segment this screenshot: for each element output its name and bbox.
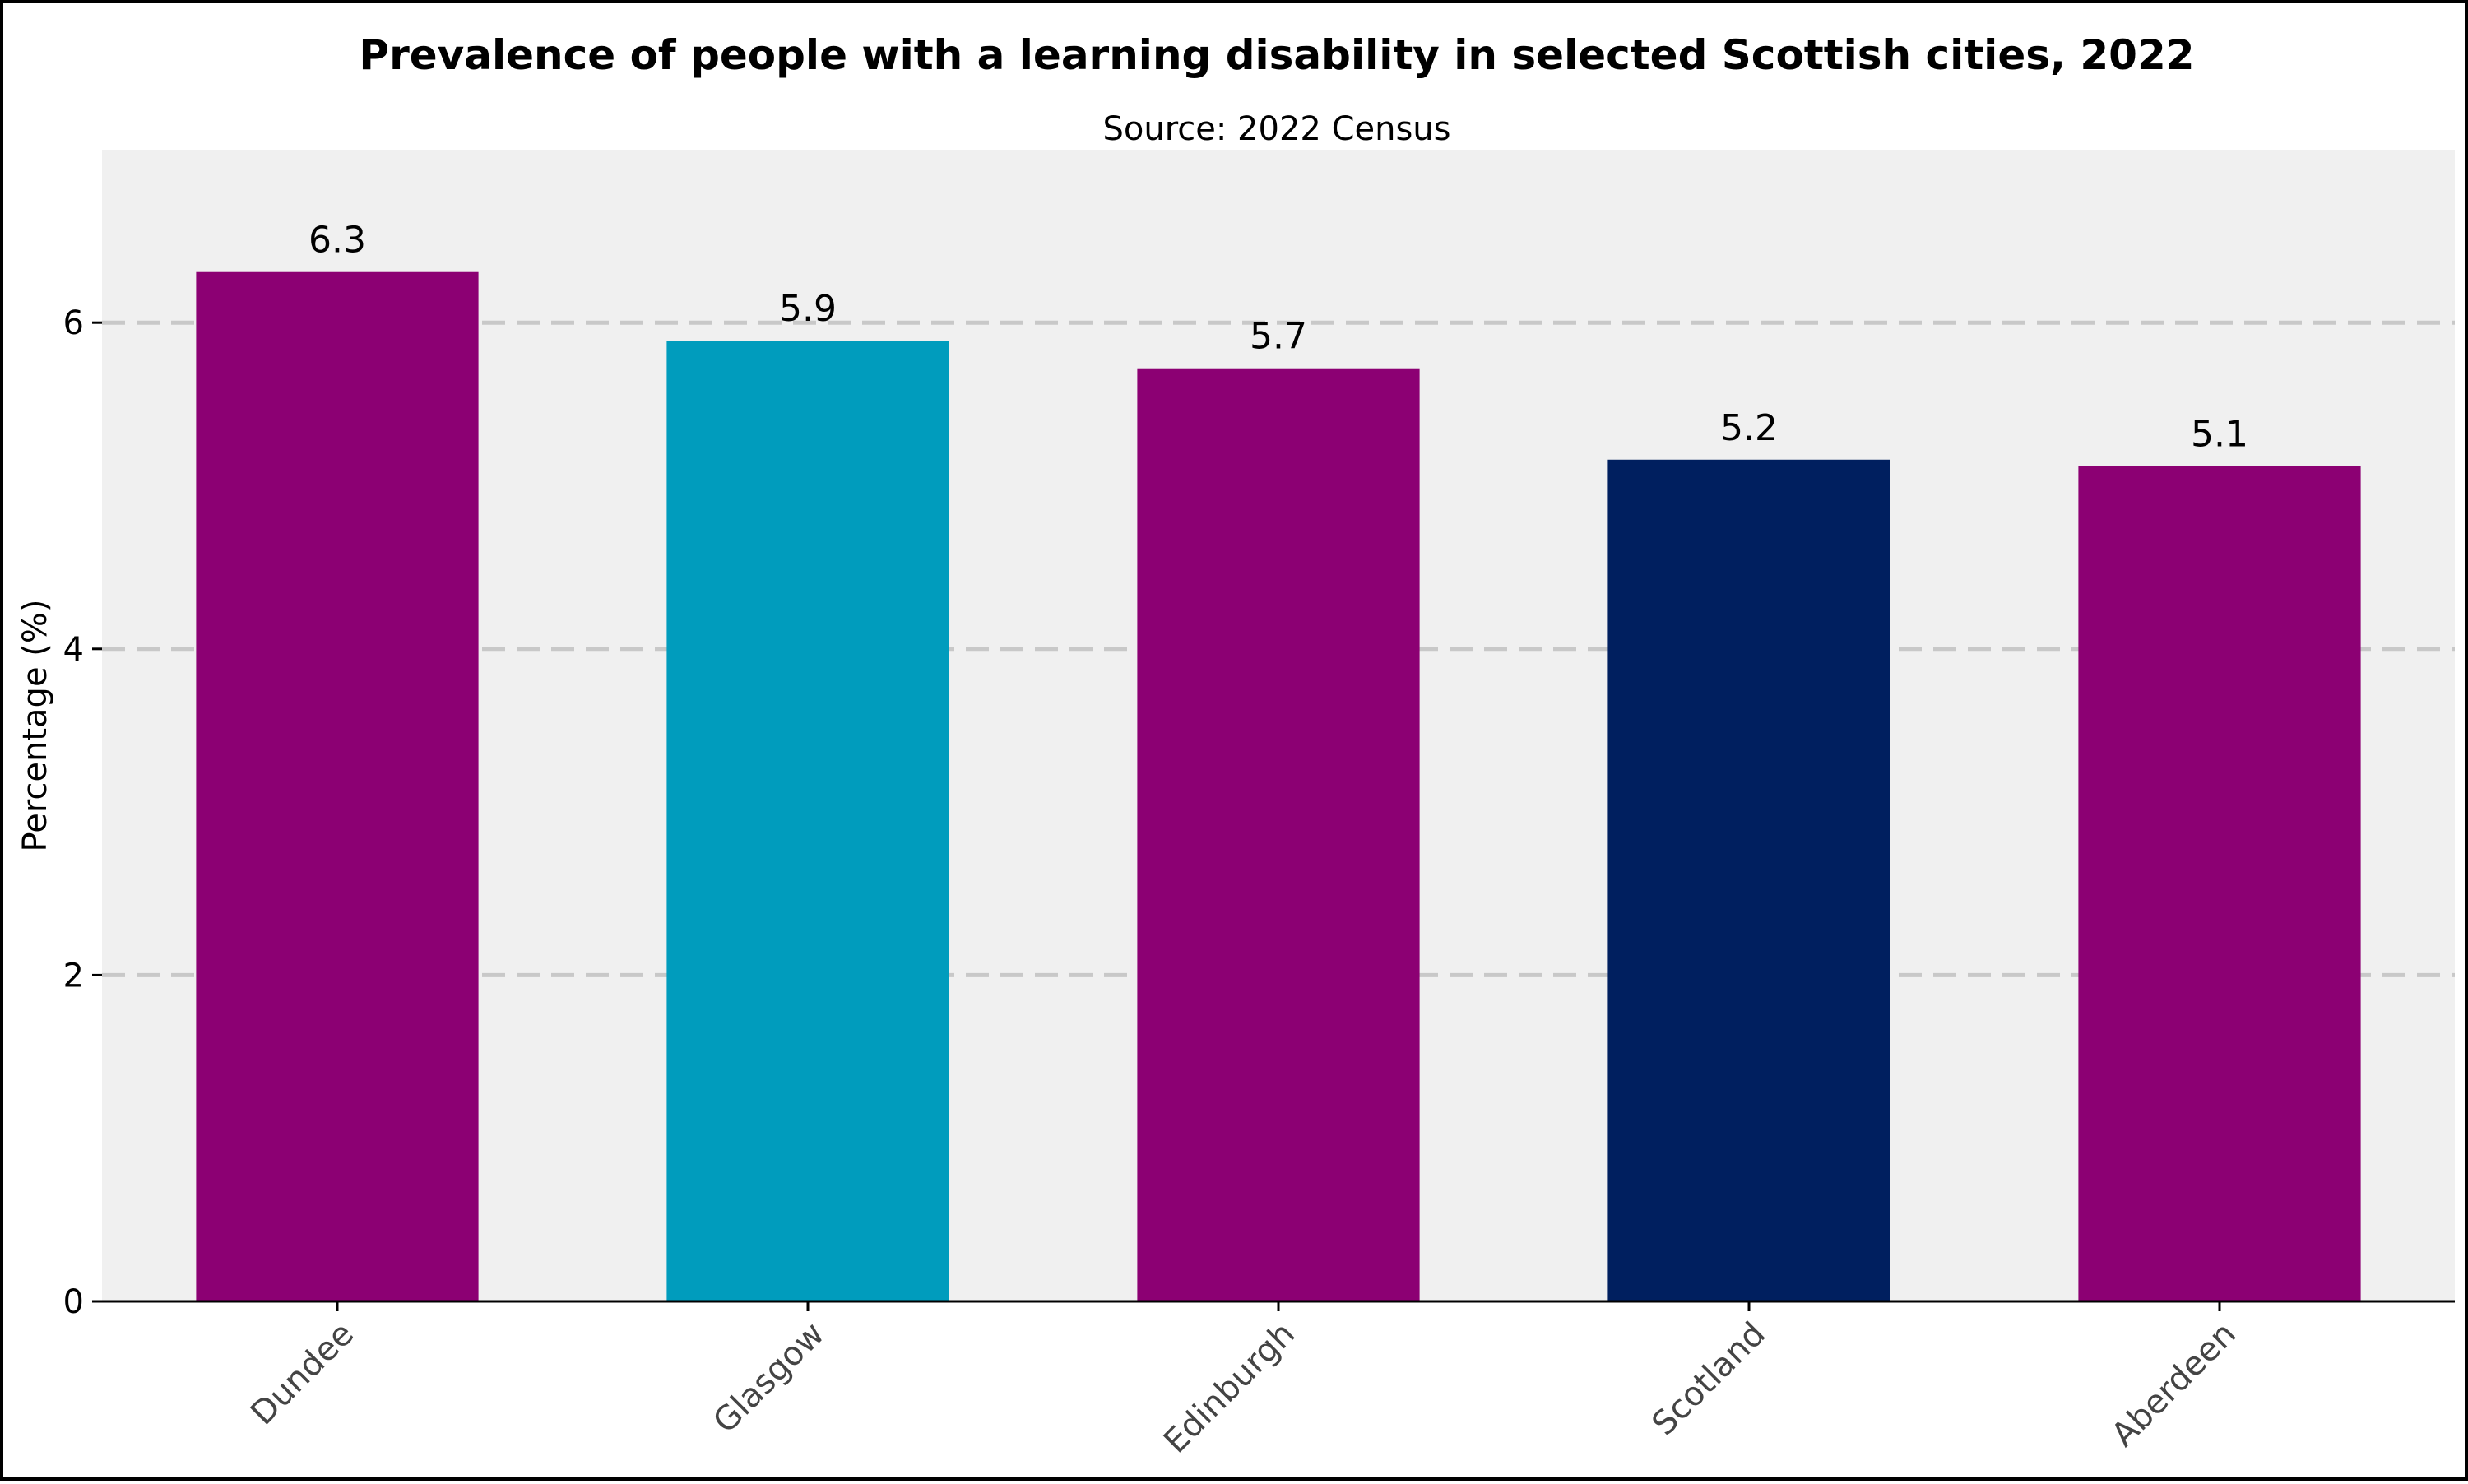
y-tick-label: 2 [63,957,84,995]
data-label-edinburgh: 5.7 [1250,316,1307,358]
x-tick-label: Dundee [244,1315,361,1433]
data-label-scotland: 5.2 [1720,407,1778,449]
y-axis-ticks: 0 2 4 6 [63,304,102,1321]
data-label-aberdeen: 5.1 [2191,414,2248,456]
bar-edinburgh [1137,368,1420,1301]
bar-scotland [1607,459,1890,1301]
data-label-dundee: 6.3 [308,220,366,262]
x-tick-label: Scotland [1645,1315,1773,1443]
y-axis-label: Percentage (%) [16,600,54,852]
x-tick-label: Aberdeen [2104,1315,2243,1454]
bar-glasgow [666,341,949,1301]
x-axis-ticks: Dundee Glasgow Edinburgh Scotland Aberdeen [244,1301,2243,1461]
chart-subtitle: Source: 2022 Census [1102,110,1450,148]
x-tick-label: Glasgow [706,1315,832,1441]
bar-dundee [196,271,479,1301]
chart-title: Prevalence of people with a learning dis… [359,31,2194,79]
data-labels: 6.3 5.9 5.7 5.2 5.1 [308,220,2248,456]
y-tick-label: 0 [63,1283,84,1321]
y-tick-label: 6 [63,304,84,342]
x-tick-label: Edinburgh [1157,1315,1302,1461]
bars [196,271,2361,1301]
bar-aberdeen [2078,466,2361,1301]
y-tick-label: 4 [63,631,84,669]
bar-chart: Prevalence of people with a learning dis… [16,31,2455,1461]
data-label-glasgow: 5.9 [779,288,837,330]
